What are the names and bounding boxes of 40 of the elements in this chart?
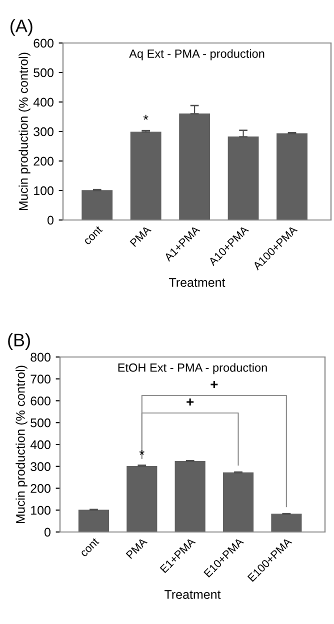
bar (130, 132, 162, 220)
annotation: + (186, 398, 194, 406)
y-tick-label: 200 (30, 484, 50, 493)
bar (179, 113, 210, 220)
y-tick-label: 100 (31, 506, 50, 515)
annotation: * (143, 114, 148, 120)
x-tick-label: cont (80, 538, 100, 558)
y-tick-label: 700 (30, 374, 50, 384)
y-tick-label: 400 (33, 98, 54, 107)
y-tick-label: 100 (34, 186, 54, 196)
y-tick-label: 300 (34, 127, 54, 136)
bar (126, 466, 158, 532)
y-axis-title: Mucin production (% control) (18, 52, 30, 210)
text: (A) (10, 19, 32, 36)
y-axis-title: Mucin production (% control) (16, 366, 28, 524)
y-tick-label: 600 (30, 396, 50, 406)
bar (228, 136, 259, 220)
bar (222, 472, 254, 532)
y-tick-label: 300 (30, 462, 50, 472)
bar (174, 460, 206, 532)
text: (B) (8, 333, 30, 350)
x-tick-label: cont (83, 226, 103, 246)
y-tick-label: 200 (34, 156, 54, 166)
bar (276, 133, 308, 220)
y-tick-label: 500 (34, 68, 54, 78)
chart-title: EtOH Ext - PMA - production (118, 363, 267, 374)
bar (271, 514, 302, 532)
y-tick-label: 800 (30, 352, 50, 362)
y-tick-label: 0 (44, 528, 50, 537)
y-tick-label: 600 (34, 38, 54, 48)
y-tick-label: 500 (30, 418, 50, 428)
chart-title: Aq Ext - PMA - production (129, 49, 264, 60)
x-axis-title: Treatment (164, 590, 221, 599)
annotation: + (210, 380, 218, 388)
x-axis-title: Treatment (169, 278, 226, 287)
y-tick-label: 0 (48, 216, 54, 225)
bar (82, 190, 113, 220)
bar (78, 510, 110, 532)
annotation: * (139, 450, 144, 455)
y-tick-label: 400 (30, 440, 50, 450)
